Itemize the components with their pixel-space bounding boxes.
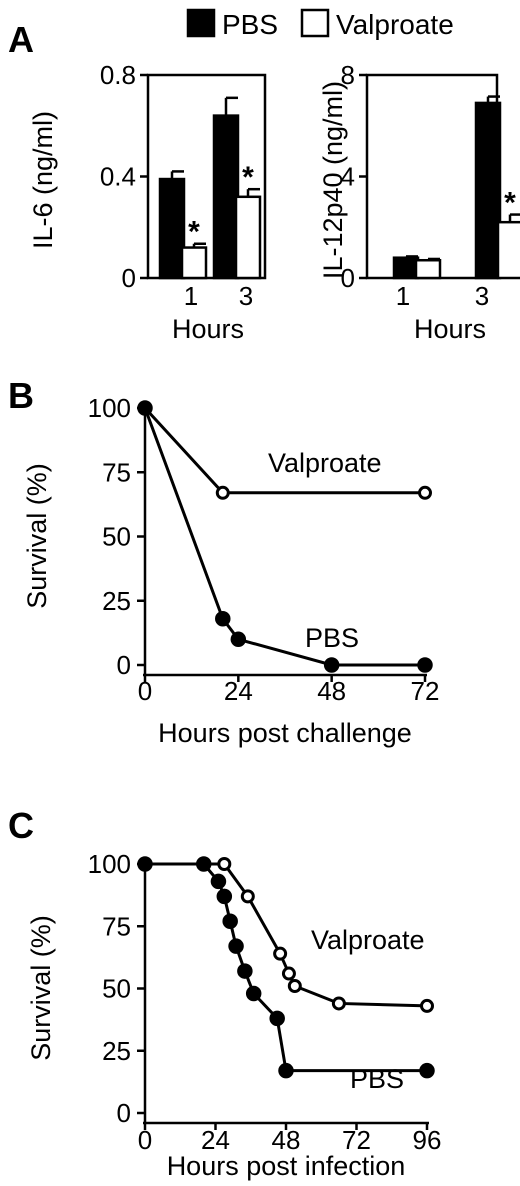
B-point-pbs <box>137 400 153 416</box>
A1-y-tick-label: 0 <box>122 263 136 293</box>
A1-y-axis-title: IL-6 (ng/ml) <box>28 111 58 249</box>
C-x-axis-title: Hours post infection <box>167 1151 406 1181</box>
C-y-tick-label: 25 <box>102 1036 131 1066</box>
A1-y-tick-label: 0.8 <box>100 60 136 90</box>
C-point-pbs <box>278 1062 294 1079</box>
C-x-tick-label: 72 <box>342 1125 371 1155</box>
A1-bar-valproate-3 <box>234 195 262 280</box>
B-point-pbs <box>417 657 433 673</box>
C-point-pbs <box>245 985 262 1002</box>
A2-x-tick-label: 3 <box>475 281 489 311</box>
A2-y-axis-title: IL-12p40 (ng/ml) <box>318 81 348 279</box>
A2-x-axis-title: Hours <box>414 314 486 344</box>
C-point-valproate <box>420 998 434 1013</box>
C-y-tick-label: 50 <box>102 974 131 1004</box>
A2-y-tick-label: 4 <box>341 162 355 192</box>
B-point-pbs <box>215 610 231 627</box>
C-y-axis-title: Survival (%) <box>26 915 56 1061</box>
B-y-axis-title: Survival (%) <box>22 463 52 609</box>
A1-significance-star: * <box>242 161 254 194</box>
C-point-pbs <box>237 963 253 979</box>
B-y-tick-label: 25 <box>102 586 131 616</box>
panel-label-c: C <box>8 805 34 846</box>
B-point-valproate <box>418 485 432 500</box>
C-y-tick-label: 75 <box>102 911 131 941</box>
C-point-pbs <box>269 1010 285 1027</box>
B-x-tick-label: 0 <box>138 676 152 706</box>
C-x-tick-label: 96 <box>413 1125 442 1155</box>
C-y-tick-label: 0 <box>117 1098 131 1128</box>
A1-x-tick-label: 1 <box>184 281 198 311</box>
A2-y-tick-label: 0 <box>341 263 355 293</box>
C-point-pbs <box>419 1062 435 1079</box>
B-x-tick-label: 72 <box>411 676 440 706</box>
B-y-tick-label: 100 <box>88 393 131 423</box>
C-point-valproate <box>273 946 288 961</box>
C-series-label-pbs: PBS <box>350 1064 404 1094</box>
panel-label-a: A <box>8 19 34 60</box>
A2-bar-pbs-3 <box>474 101 502 280</box>
C-point-pbs <box>216 888 233 905</box>
A2-y-tick-label: 8 <box>341 60 355 90</box>
C-point-valproate <box>217 857 232 871</box>
A1-significance-star: * <box>188 216 200 249</box>
B-point-pbs <box>323 657 340 673</box>
B-y-tick-label: 75 <box>102 457 131 487</box>
B-y-tick-label: 50 <box>102 522 131 552</box>
A1-x-tick-label: 3 <box>239 281 253 311</box>
B-series-line-pbs <box>143 407 425 667</box>
C-point-pbs <box>222 913 238 930</box>
legend: PBS Valproate <box>186 8 454 40</box>
A1-x-axis-title: Hours <box>172 314 244 344</box>
A2-bar-valproate-3 <box>496 220 520 280</box>
C-point-pbs <box>137 856 153 872</box>
C-point-valproate <box>281 966 296 981</box>
C-point-valproate <box>287 979 302 994</box>
survival-challenge-chart: 0 25 50 75 100 0 24 48 72 Valproate PBS Survival (%… <box>22 393 439 748</box>
legend-swatch-pbs <box>186 8 216 38</box>
B-y-tick-label: 0 <box>117 650 131 680</box>
C-point-valproate <box>240 889 255 904</box>
B-series-label-valproate: Valproate <box>268 448 382 478</box>
C-series-label-valproate: Valproate <box>311 925 425 955</box>
C-x-tick-label: 48 <box>272 1125 301 1155</box>
il6-bar-chart: 0 0.4 0.8 1 3 * * IL-6 (ng/ml) Hours <box>28 60 267 344</box>
A1-y-tick-label: 0.4 <box>100 162 136 192</box>
C-x-tick-label: 24 <box>201 1125 230 1155</box>
C-point-pbs <box>228 938 244 954</box>
C-point-valproate <box>331 996 346 1011</box>
C-y-tick-label: 100 <box>88 849 131 879</box>
legend-label-pbs: PBS <box>222 9 278 40</box>
C-point-pbs <box>196 856 212 872</box>
A1-bar-pbs-1 <box>158 177 186 280</box>
il12p40-bar-chart: 0 4 8 1 3 * IL-12p40 (ng/ml) Hours <box>318 60 520 344</box>
legend-label-valproate: Valproate <box>336 9 454 40</box>
A1-bar-valproate-1 <box>180 246 208 280</box>
A2-bar-valproate-1 <box>414 258 442 280</box>
B-series-label-pbs: PBS <box>305 623 359 653</box>
B-x-tick-label: 48 <box>317 676 346 706</box>
B-point-pbs <box>230 631 247 648</box>
B-point-valproate <box>215 485 230 500</box>
B-x-axis-title: Hours post challenge <box>158 718 412 748</box>
legend-swatch-valproate <box>300 8 330 38</box>
panel-label-b: B <box>8 375 34 416</box>
A1-bar-pbs-3 <box>212 114 240 280</box>
A2-x-tick-label: 1 <box>396 281 410 311</box>
survival-infection-chart: 0 25 50 75 100 0 24 48 72 96 Valproate PBS Survival … <box>26 849 441 1181</box>
A2-bar-pbs-1 <box>392 256 420 280</box>
B-x-tick-label: 24 <box>224 676 253 706</box>
A2-significance-star: * <box>504 187 516 220</box>
C-x-tick-label: 0 <box>138 1125 152 1155</box>
C-point-pbs <box>210 873 227 890</box>
